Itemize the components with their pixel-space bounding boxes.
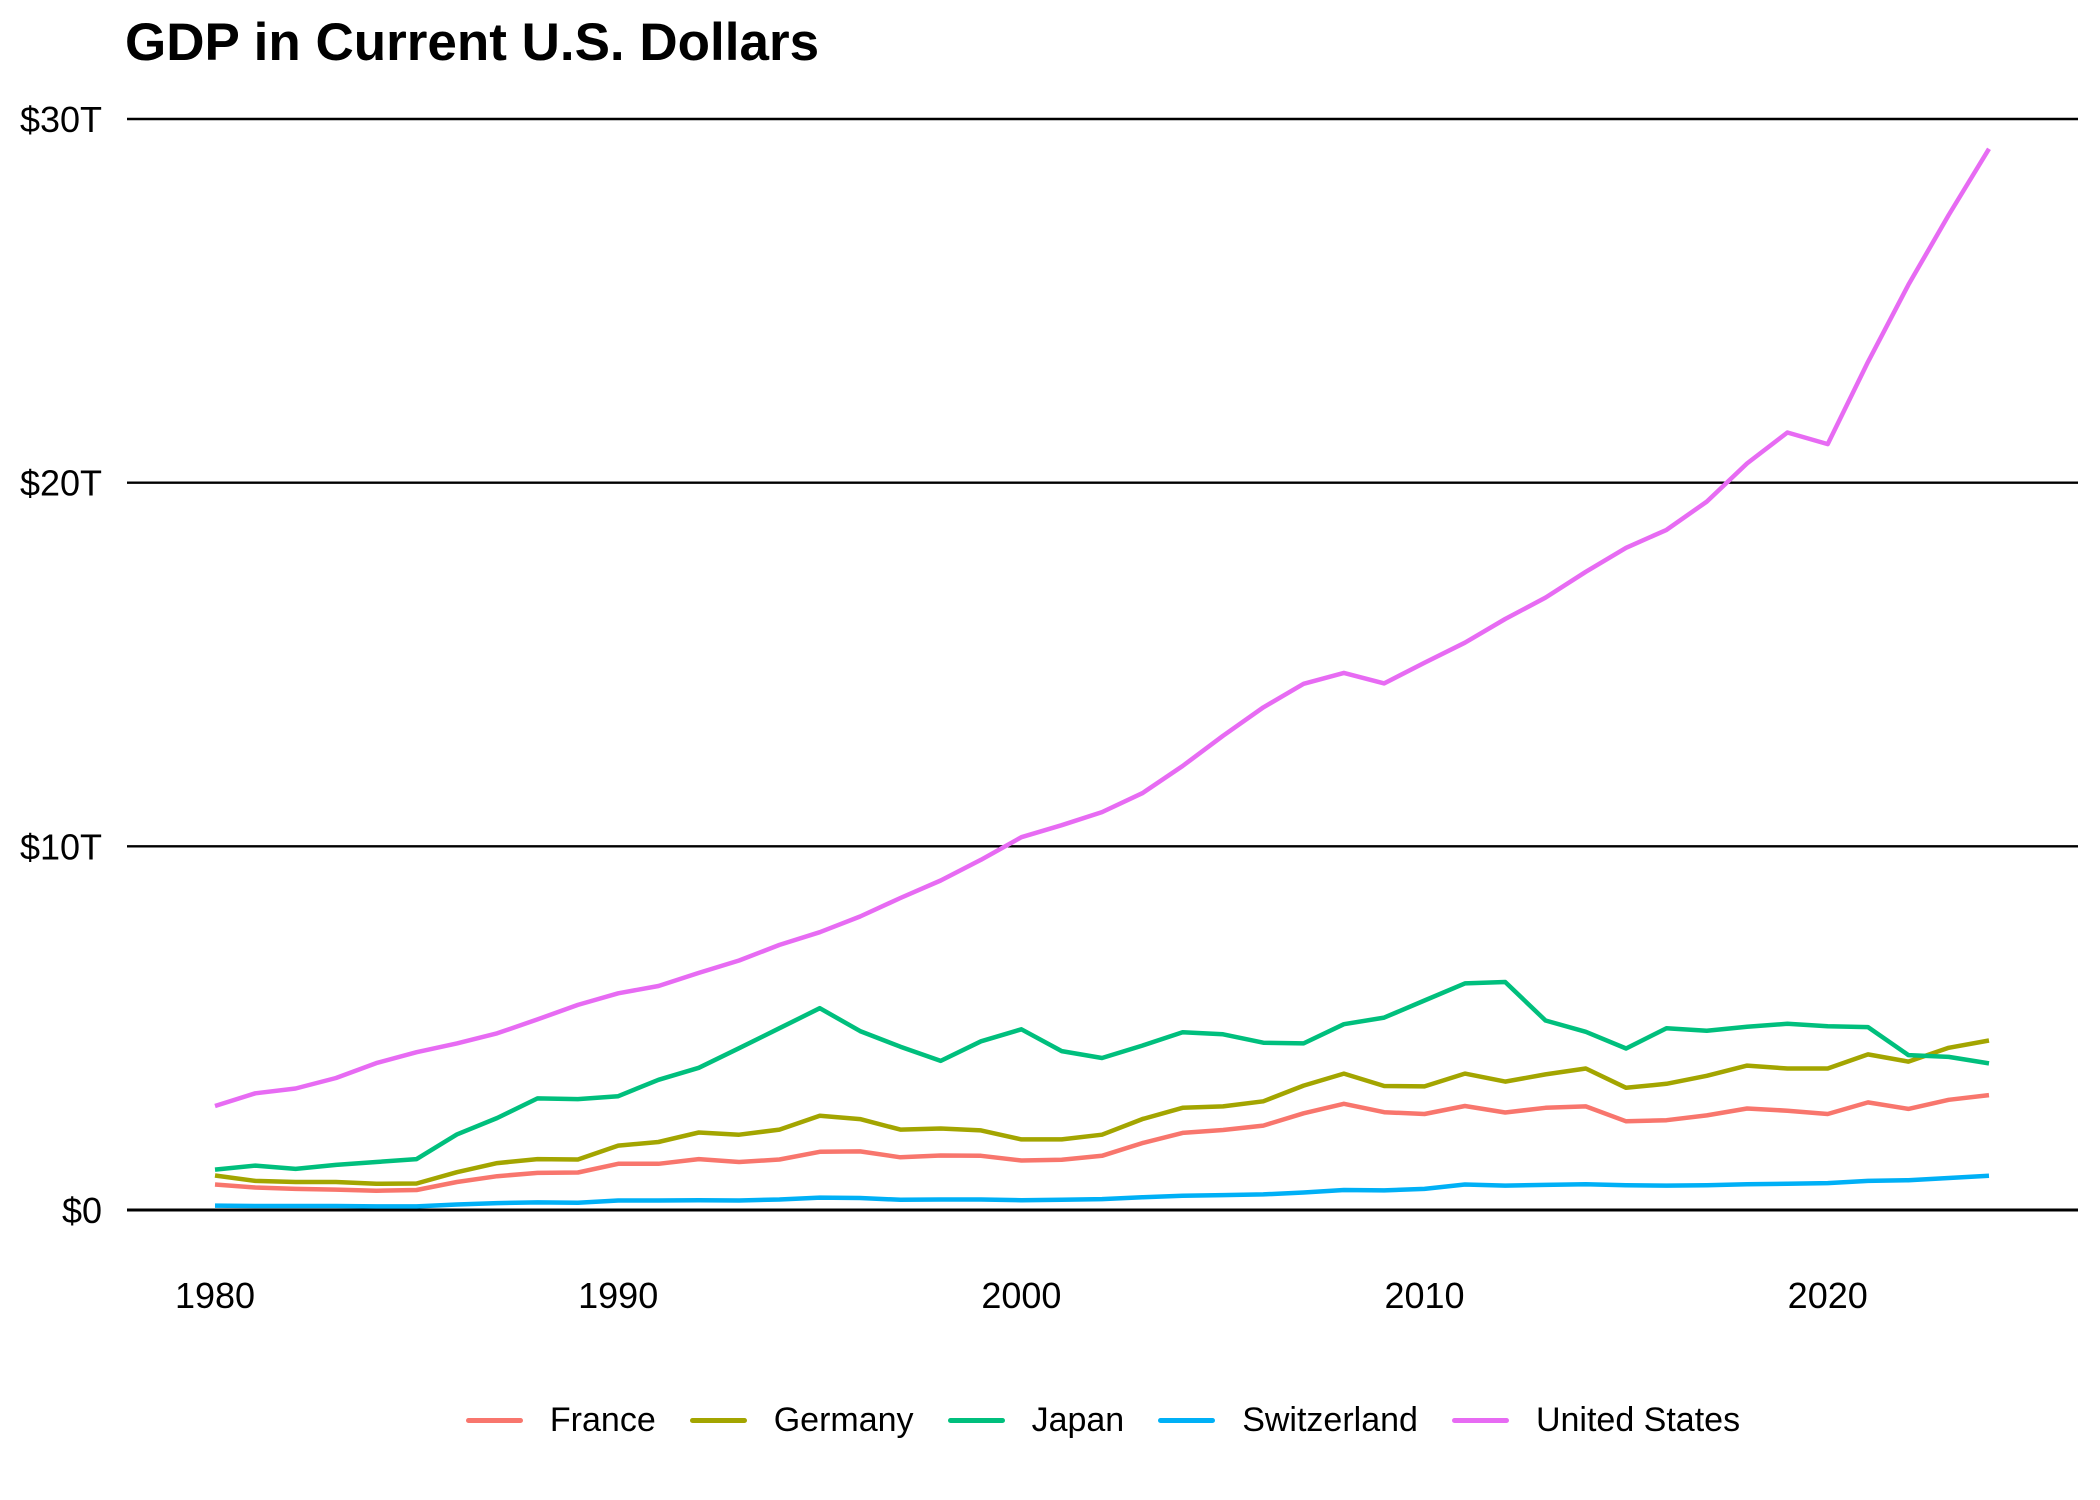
series-lines-group: [214, 147, 1991, 1209]
x-tick-label-1990: 1990: [578, 1275, 658, 1316]
gridlines-group: [127, 117, 2078, 1212]
legend-swatch-japan: [947, 1417, 1005, 1423]
legend-swatch-switzerland: [1158, 1417, 1216, 1423]
y-tick-label-30: $30T: [20, 99, 102, 140]
legend-label-france: France: [549, 1400, 656, 1439]
series-line-switzerland: [214, 1173, 1990, 1209]
legend-label-switzerland: Switzerland: [1242, 1400, 1418, 1439]
x-tick-label-2000: 2000: [981, 1275, 1061, 1316]
legend-label-united-states: United States: [1535, 1400, 1741, 1439]
y-tick-label-0: $0: [62, 1190, 102, 1231]
series-line-japan: [214, 979, 1990, 1172]
legend-swatch-germany: [689, 1417, 747, 1423]
x-tick-label-1980: 1980: [175, 1275, 255, 1316]
series-line-france: [214, 1092, 1990, 1193]
legend-item-germany: Germany: [689, 1400, 914, 1440]
legend-swatch-united-states: [1451, 1417, 1509, 1423]
legend-item-united-states: United States: [1451, 1400, 1741, 1440]
series-line-germany: [214, 1038, 1990, 1187]
legend: France Germany Japan Switzerland United Stat…: [0, 1396, 2100, 1444]
x-tick-label-2010: 2010: [1384, 1275, 1464, 1316]
legend-swatch-france: [465, 1417, 523, 1423]
series-line-united-states: [214, 147, 1991, 1109]
y-tick-label-10: $10T: [20, 826, 102, 867]
chart-title: GDP in Current U.S. Dollars: [125, 13, 820, 72]
legend-label-japan: Japan: [1031, 1400, 1125, 1439]
y-axis-labels-group: $0 $10T $20T $30T: [20, 99, 102, 1231]
legend-label-germany: Germany: [773, 1400, 914, 1439]
x-tick-label-2020: 2020: [1788, 1275, 1868, 1316]
x-axis-labels-group: 1980 1990 2000 2010 2020: [175, 1275, 1868, 1316]
legend-item-japan: Japan: [947, 1400, 1125, 1440]
legend-item-switzerland: Switzerland: [1158, 1401, 1418, 1440]
legend-item-france: France: [465, 1400, 656, 1440]
y-tick-label-20: $20T: [20, 463, 102, 504]
